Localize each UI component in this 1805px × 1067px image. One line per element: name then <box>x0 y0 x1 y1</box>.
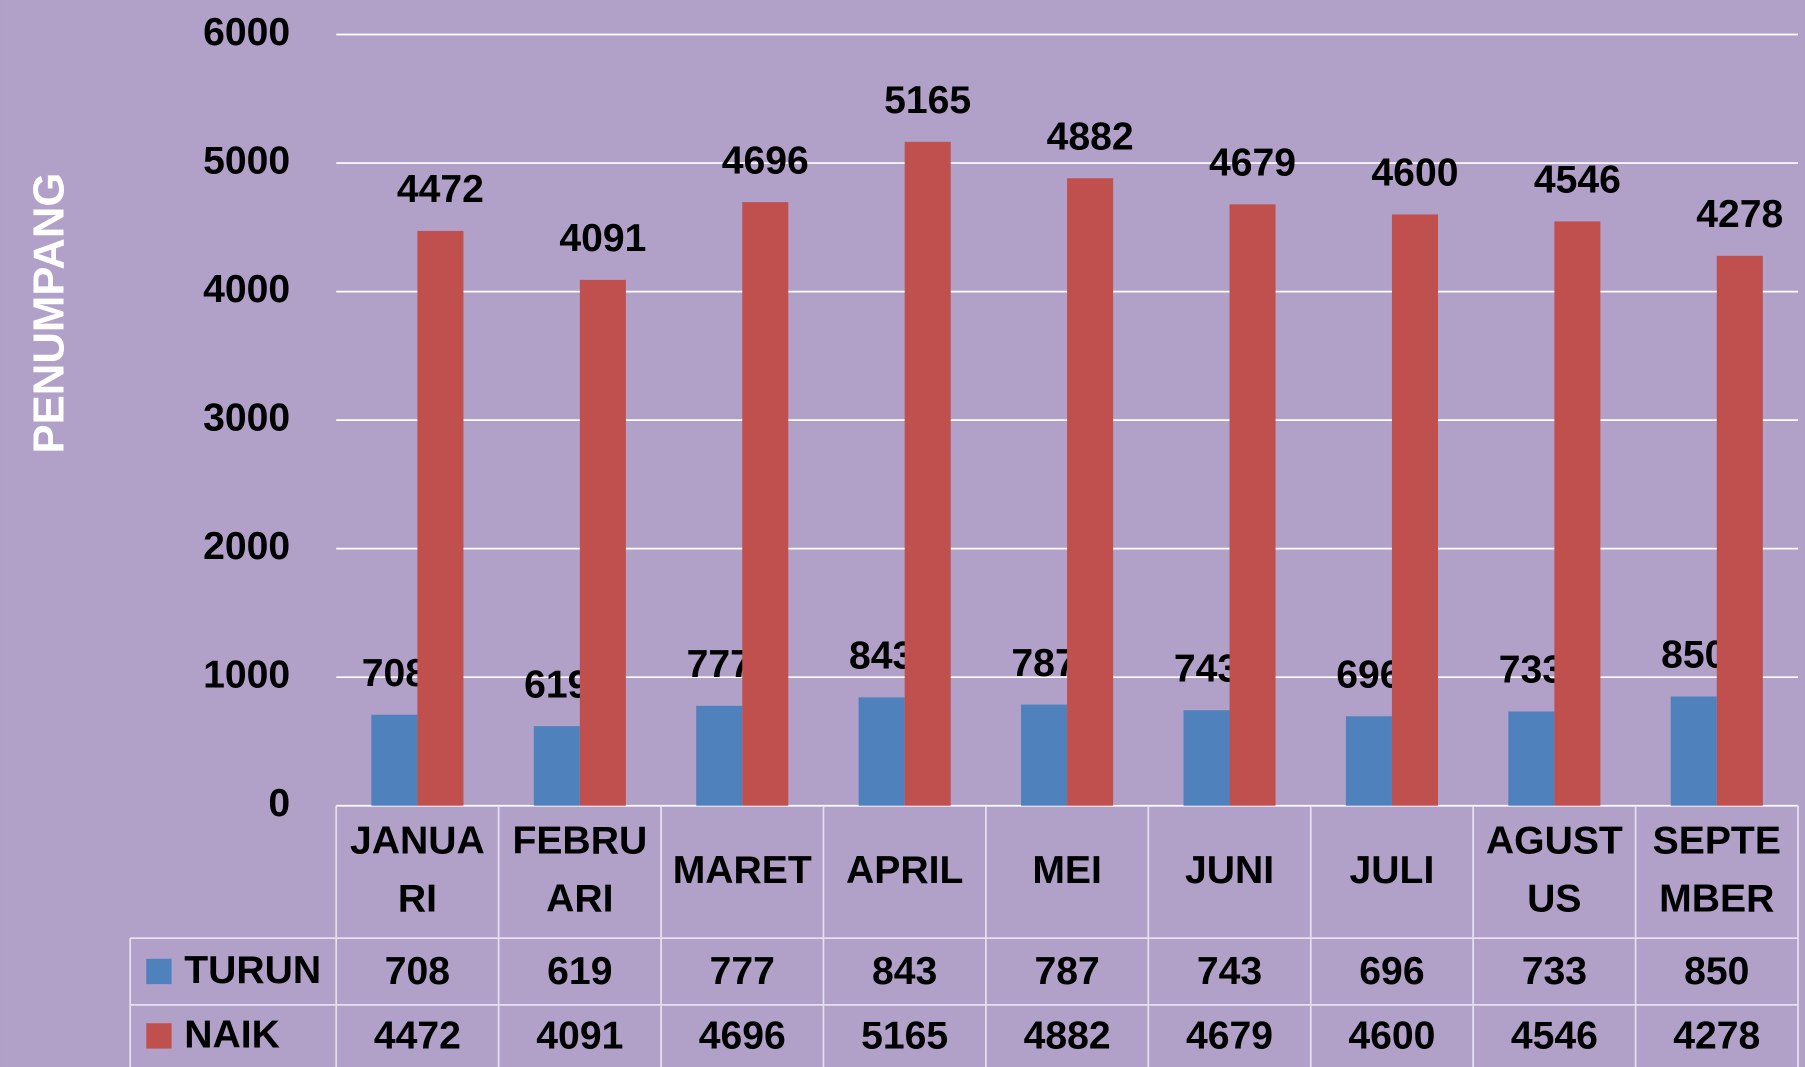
data-label: 850 <box>1661 634 1726 677</box>
y-tick-label: 5000 <box>203 139 290 182</box>
data-label: 4472 <box>397 168 484 211</box>
bar <box>579 279 626 806</box>
data-label: 733 <box>1499 649 1564 692</box>
y-tick-label: 3000 <box>203 396 290 439</box>
bar <box>1554 221 1601 806</box>
table-cell: 743 <box>1197 950 1262 993</box>
bar <box>533 726 580 806</box>
data-label: 777 <box>687 643 752 686</box>
table-cell: 619 <box>547 950 612 993</box>
x-tick-label: MEI <box>1032 849 1102 892</box>
y-tick-label: 1000 <box>203 654 290 697</box>
x-tick-label: AGUST US <box>1486 820 1623 921</box>
table-cell: 4679 <box>1186 1015 1273 1058</box>
bar <box>1067 178 1114 806</box>
data-label: 4882 <box>1047 115 1134 158</box>
table-cell: 777 <box>710 950 775 993</box>
y-axis-title: PENUMPANG <box>24 173 73 454</box>
y-tick-label: 2000 <box>203 525 290 568</box>
table-cell: 4882 <box>1024 1015 1111 1058</box>
data-label: 4091 <box>559 217 646 260</box>
table-cell: 4091 <box>536 1015 623 1058</box>
data-label: 4546 <box>1534 159 1621 202</box>
x-tick-label: JULI <box>1350 849 1435 892</box>
data-label: 5165 <box>884 79 971 122</box>
data-label: 787 <box>1011 642 1076 685</box>
table-cell: 696 <box>1359 950 1424 993</box>
bar <box>696 705 743 806</box>
y-tick-label: 0 <box>268 782 290 825</box>
data-label: 4278 <box>1696 193 1783 236</box>
data-label: 708 <box>362 652 427 695</box>
data-label: 743 <box>1174 647 1239 690</box>
bar <box>1021 704 1068 806</box>
x-tick-label: MARET <box>673 849 812 892</box>
bar <box>904 141 951 806</box>
legend-label: NAIK <box>184 1013 280 1056</box>
bar <box>417 230 464 806</box>
bar <box>1391 214 1438 806</box>
legend-label: TURUN <box>184 949 321 992</box>
x-tick-label: FEBRU ARI <box>512 820 647 921</box>
table-cell: 4472 <box>374 1015 461 1058</box>
x-tick-label: SEPTE MBER <box>1653 820 1781 921</box>
legend-swatch <box>146 958 172 985</box>
data-label: 843 <box>849 635 914 678</box>
x-tick-label: APRIL <box>846 849 963 892</box>
bar <box>1345 716 1392 806</box>
y-tick-label: 6000 <box>203 11 290 54</box>
bar <box>1183 710 1230 806</box>
table-cell: 850 <box>1684 950 1749 993</box>
bar <box>1670 696 1717 806</box>
bar <box>1229 204 1276 806</box>
table-cell: 787 <box>1034 950 1099 993</box>
data-label: 4600 <box>1371 152 1458 195</box>
bar <box>1716 255 1763 806</box>
table-cell: 4546 <box>1511 1015 1598 1058</box>
y-tick-label: 4000 <box>203 268 290 311</box>
table-cell: 733 <box>1522 950 1587 993</box>
data-label: 696 <box>1336 653 1401 696</box>
bar <box>371 714 418 806</box>
x-tick-label: JUNI <box>1185 849 1274 892</box>
table-cell: 708 <box>385 950 450 993</box>
bar <box>858 697 905 806</box>
table-cell: 4600 <box>1348 1015 1435 1058</box>
x-tick-label: JANUA RI <box>350 820 485 921</box>
table-cell: 4278 <box>1673 1015 1760 1058</box>
data-label: 4679 <box>1209 142 1296 185</box>
data-label: 619 <box>524 663 589 706</box>
legend-swatch <box>146 1023 172 1049</box>
table-cell: 5165 <box>861 1015 948 1058</box>
bar <box>742 202 789 806</box>
table-cell: 4696 <box>699 1015 786 1058</box>
bar <box>1508 711 1555 806</box>
data-label: 4696 <box>722 139 809 182</box>
table-cell: 843 <box>872 950 937 993</box>
